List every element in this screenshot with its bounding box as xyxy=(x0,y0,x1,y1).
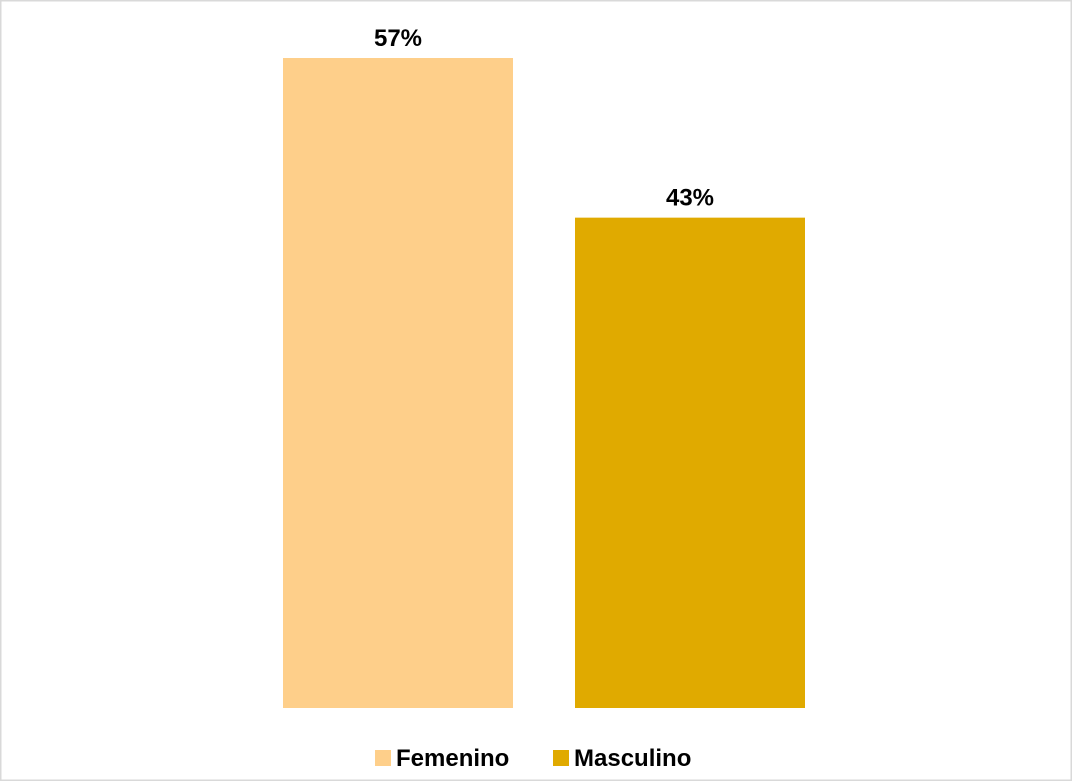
legend-swatch-femenino xyxy=(375,750,391,766)
legend-label-femenino: Femenino xyxy=(396,745,509,772)
data-label-femenino: 57% xyxy=(374,25,422,52)
bar-masculino xyxy=(575,217,805,709)
data-labels-layer: 57% 43% xyxy=(374,25,714,212)
data-label-masculino: 43% xyxy=(666,185,714,212)
legend-label-masculino: Masculino xyxy=(574,745,691,772)
legend: Femenino Masculino xyxy=(375,745,691,772)
legend-swatch-masculino xyxy=(553,750,569,766)
bar-femenino xyxy=(283,58,513,708)
bars-layer xyxy=(283,58,805,709)
